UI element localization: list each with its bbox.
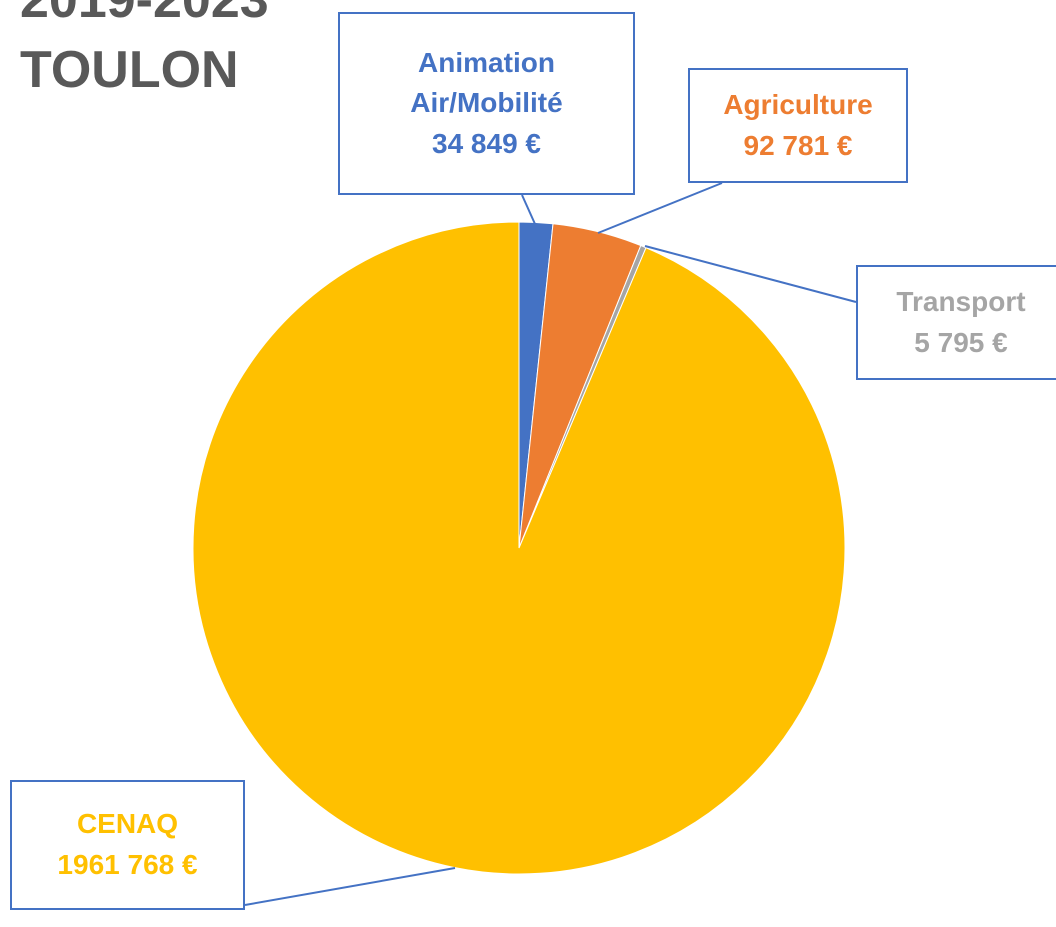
- chart-title: 2019-2023: [20, 0, 269, 29]
- label-name: Transport: [896, 285, 1026, 317]
- label-value: 34 849 €: [432, 127, 541, 159]
- label-value: 1961 768 €: [57, 849, 198, 880]
- leader-line: [644, 245, 857, 303]
- label-value: 92 781 €: [743, 129, 853, 161]
- label-value: 5 795 €: [914, 326, 1008, 358]
- leader-line: [244, 867, 456, 906]
- leader-line: [597, 182, 723, 234]
- data-label: Animation Air/Mobilité 34 849 €: [338, 12, 635, 195]
- data-label: Transport 5 795 €: [856, 265, 1056, 380]
- label-name: Agriculture: [723, 88, 873, 120]
- chart-subtitle: TOULON: [20, 41, 239, 99]
- pie-slice: [192, 221, 846, 875]
- data-label: CENAQ 1961 768 €: [10, 780, 245, 910]
- label-name: CENAQ: [76, 808, 179, 840]
- data-label: Agriculture 92 781 €: [688, 68, 908, 183]
- label-name: Animation Air/Mobilité: [410, 46, 563, 119]
- leader-line: [521, 194, 536, 225]
